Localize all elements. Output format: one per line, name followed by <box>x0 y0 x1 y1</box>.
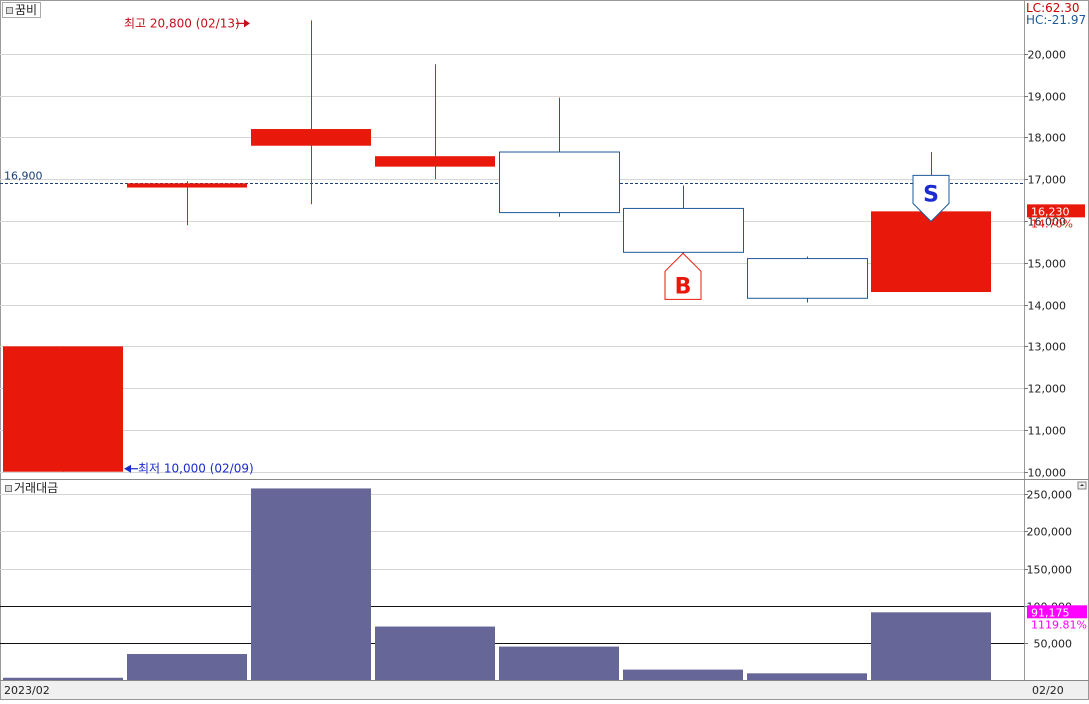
high-arrow-icon <box>244 19 250 28</box>
volume-bar <box>499 646 619 680</box>
trade-signals: BS <box>664 174 950 300</box>
price-tick-label: 19,000 <box>1028 91 1067 104</box>
candle-body <box>375 156 495 167</box>
buy-signal-label: B <box>675 274 692 299</box>
high-price-annotation: 최고 20,800 (02/13) <box>124 16 240 30</box>
annotations: 최고 20,800 (02/13) 최저 10,000 (02/09) <box>124 16 254 476</box>
reference-lines: 16,900 <box>0 170 1024 644</box>
buy-signal-marker <box>664 252 702 300</box>
price-tick-label: 17,000 <box>1028 174 1067 187</box>
x-axis-end-label: 02/20 <box>1032 684 1064 697</box>
candle-body <box>499 151 620 214</box>
last-price-badge <box>1027 204 1085 218</box>
last-price-change: 14.70% <box>1031 217 1073 230</box>
price-tick-label: 16,000 <box>1028 216 1067 229</box>
collapse-icon <box>1080 484 1084 486</box>
volume-gridlines <box>0 494 1024 644</box>
volume-tick-label: 150,000 <box>1027 564 1073 577</box>
price-tick-label: 18,000 <box>1028 132 1067 145</box>
price-tick-label: 15,000 <box>1028 258 1067 271</box>
lc-readout: LC:62.30 <box>1026 1 1079 15</box>
last-volume-change: 1119.81% <box>1031 618 1087 631</box>
volume-tick-label: 250,000 <box>1027 489 1073 502</box>
low-price-annotation: 최저 10,000 (02/09) <box>138 462 254 476</box>
candle-body <box>251 129 371 146</box>
volume-bar <box>375 626 495 680</box>
volume-pane-label[interactable]: 거래대금 <box>2 481 61 497</box>
candle-body <box>747 258 868 299</box>
price-tick-label: 14,000 <box>1028 300 1067 313</box>
volume-series <box>3 488 991 680</box>
candle-body <box>127 183 247 188</box>
last-price-label: 16,230 <box>1031 205 1070 218</box>
stock-name-label[interactable]: 꿈비 <box>2 2 42 18</box>
price-tick-label: 10,000 <box>1028 467 1067 480</box>
last-volume-label: 91,175 <box>1031 606 1070 619</box>
price-tick-label: 11,000 <box>1028 425 1067 438</box>
price-axis: 10,000 11,000 12,000 13,000 14,000 15,000 16,0… <box>1024 49 1085 480</box>
volume-tick-label: 50,000 <box>1034 638 1073 651</box>
volume-bar <box>251 488 371 680</box>
sell-signal-marker <box>912 174 950 223</box>
volume-bar <box>127 654 247 680</box>
candle-body <box>3 346 123 472</box>
price-tick-label: 12,000 <box>1028 383 1067 396</box>
volume-bar <box>3 677 123 680</box>
hc-readout: HC:-21.97 <box>1026 13 1086 27</box>
price-tick-label: 20,000 <box>1028 49 1067 62</box>
sell-signal-label: S <box>923 182 939 207</box>
volume-bar <box>747 673 867 680</box>
candle-body <box>871 211 991 293</box>
candlestick-series <box>3 20 991 472</box>
low-arrow-icon <box>124 464 131 473</box>
volume-bar <box>623 669 743 680</box>
price-tick-label: 13,000 <box>1028 341 1067 354</box>
x-axis-start-label: 2023/02 <box>4 684 50 697</box>
volume-bar <box>871 612 991 680</box>
last-volume-badge <box>1027 605 1087 619</box>
price-gridlines <box>0 54 1024 473</box>
volume-axis: 50,000100,000150,000200,000250,00091,175… <box>1024 489 1087 651</box>
reference-price-label: 16,900 <box>4 170 43 183</box>
candle-body <box>623 207 744 253</box>
x-axis-band <box>1 681 1088 699</box>
volume-tick-label: 200,000 <box>1027 526 1073 539</box>
